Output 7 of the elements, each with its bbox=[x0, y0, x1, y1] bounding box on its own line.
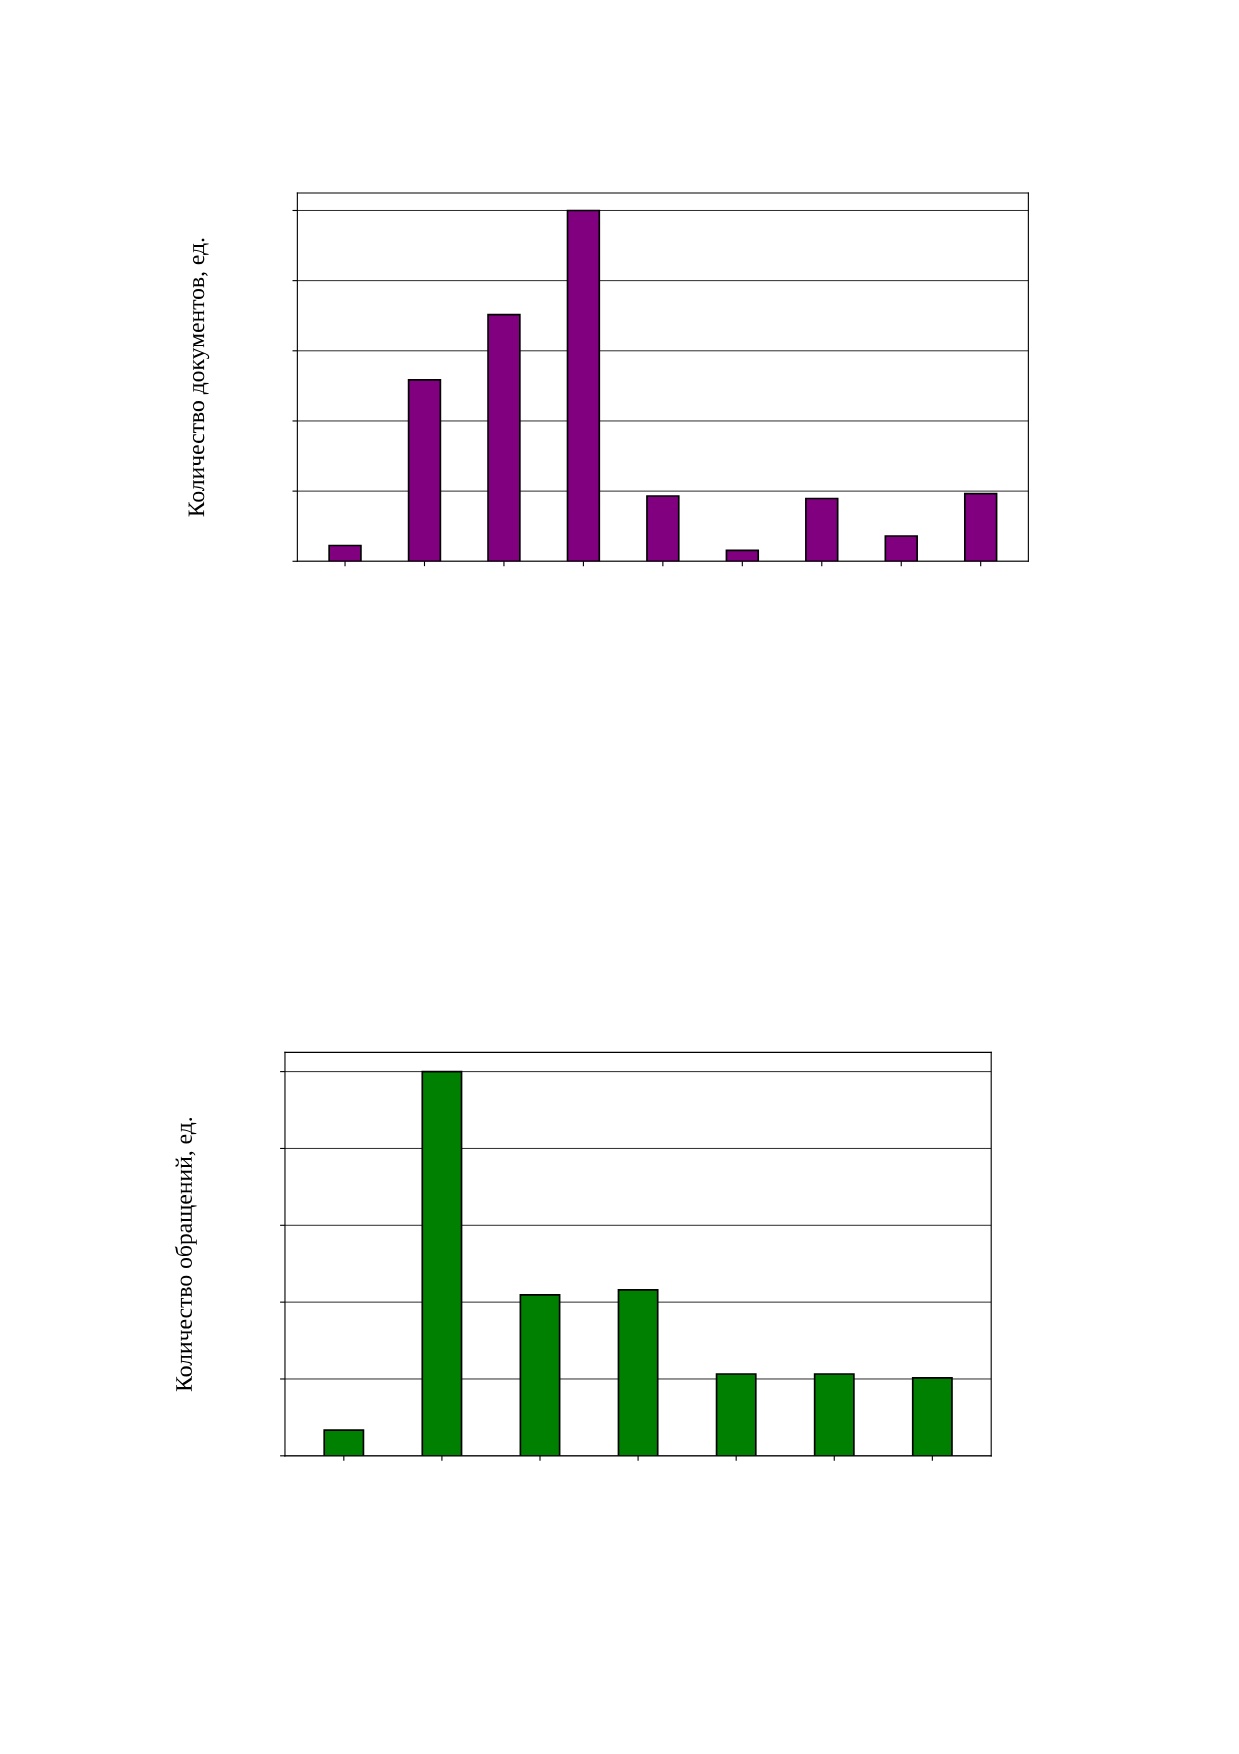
bar bbox=[646, 495, 680, 562]
bar bbox=[884, 535, 918, 562]
y-axis-title: Количество документов, ед. bbox=[188, 238, 210, 517]
bar bbox=[328, 544, 362, 562]
bar bbox=[725, 549, 760, 562]
bar bbox=[805, 497, 839, 562]
y-axis-title: Количество обращений, ед. bbox=[174, 1117, 197, 1392]
